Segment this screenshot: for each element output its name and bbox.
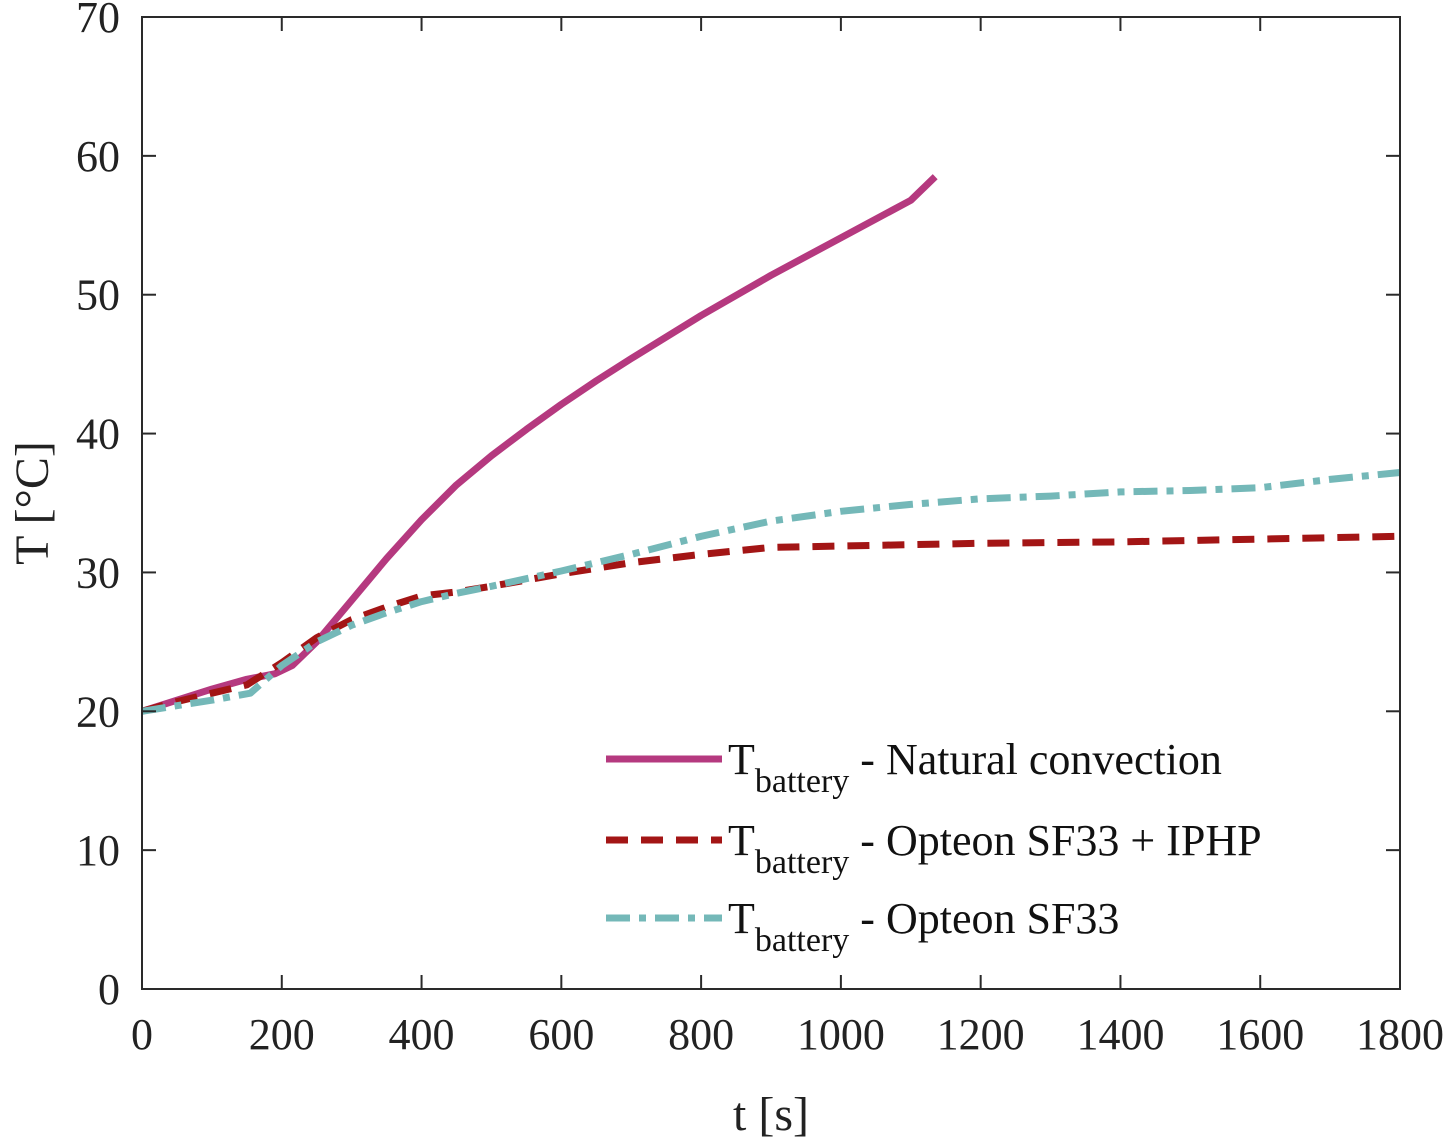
plot-lines (140, 174, 1401, 715)
legend-rest: - Natural convection (849, 735, 1222, 784)
y-tick-label: 30 (76, 548, 120, 597)
x-tick-label: 200 (249, 1010, 315, 1059)
x-tick-label: 1200 (937, 1010, 1025, 1059)
legend-subscript: battery (755, 763, 849, 800)
y-tick-label: 50 (76, 271, 120, 320)
axes-box (141, 16, 1401, 990)
x-tick-label: 0 (131, 1010, 153, 1059)
y-tick-label: 40 (76, 410, 120, 459)
y-tick-label: 0 (98, 965, 120, 1014)
x-tick-label: 1000 (797, 1010, 885, 1059)
y-tick-label: 20 (76, 687, 120, 736)
legend-main: T (728, 735, 755, 784)
x-tick-label: 800 (668, 1010, 734, 1059)
x-tick-label: 1800 (1356, 1010, 1444, 1059)
legend-subscript: battery (755, 844, 849, 881)
x-tick-label: 1400 (1076, 1010, 1164, 1059)
y-tick-label: 60 (76, 132, 120, 181)
legend-main: T (728, 894, 755, 943)
x-tick-label: 1600 (1216, 1010, 1304, 1059)
y-tick-label: 70 (76, 0, 120, 42)
legend-main: T (728, 816, 755, 865)
legend-rest: - Opteon SF33 + IPHP (849, 816, 1261, 865)
legend-subscript: battery (755, 922, 849, 959)
y-axis-label: T [°C] (6, 441, 59, 565)
legend-entry-2: Tbattery - Opteon SF33 (728, 894, 1119, 959)
tick-labels: 0 200 400 600 800 1000 1200 1400 1600 1800 0 10 20 30… (76, 0, 1444, 1059)
legend-entry-1: Tbattery - Opteon SF33 + IPHP (728, 816, 1262, 881)
x-tick-label: 600 (528, 1010, 594, 1059)
x-axis-label: t [s] (733, 1088, 809, 1141)
x-tick-label: 400 (389, 1010, 455, 1059)
legend-entry-0: Tbattery - Natural convection (728, 735, 1222, 800)
axis-ticks (141, 16, 1401, 990)
y-tick-label: 10 (76, 826, 120, 875)
legend-rest: - Opteon SF33 (849, 894, 1119, 943)
